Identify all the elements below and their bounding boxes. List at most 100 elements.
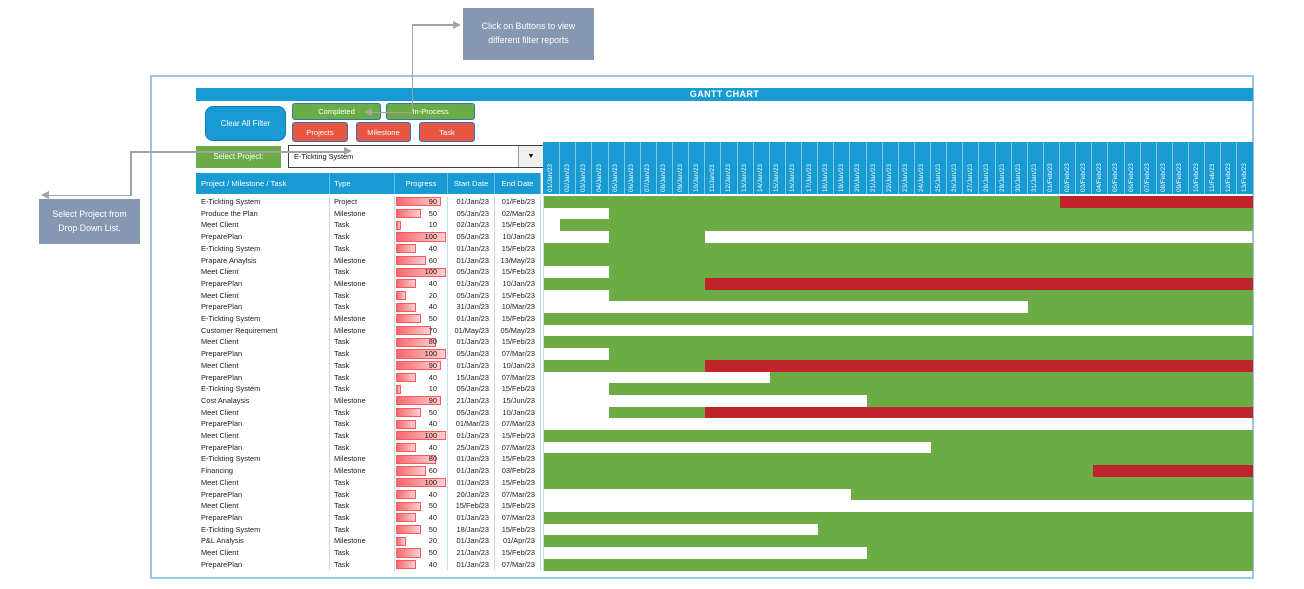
cell-type: Milestone: [330, 453, 395, 466]
header-start-date: Start Date: [448, 173, 495, 194]
cell-start-date: 01/Jan/23: [448, 430, 495, 442]
cell-progress: 100: [395, 266, 448, 278]
progress-data-bar: [396, 524, 421, 535]
progress-data-bar: [396, 466, 426, 476]
cell-end-date: 05/May/23: [495, 324, 541, 337]
date-column-label: 04/Feb/23: [1091, 142, 1107, 194]
cell-end-date: 07/Mar/23: [495, 371, 541, 384]
project-dropdown[interactable]: E-Tickting System ▼: [288, 145, 544, 168]
gantt-bar-green: [544, 535, 1253, 548]
cell-type: Task: [330, 371, 395, 384]
milestone-filter-button[interactable]: Milestone: [356, 122, 411, 142]
cell-name: Meet Client: [196, 289, 330, 302]
cell-progress: 40: [395, 418, 448, 431]
clear-all-filter-button[interactable]: Clear All Filter: [205, 106, 286, 141]
cell-name: PreparePlan: [196, 277, 330, 290]
cell-start-date: 01/Jan/23: [448, 535, 495, 548]
gantt-bar-green: [544, 430, 1253, 442]
cell-name: Meet Client: [196, 430, 330, 442]
table-row: E-Tickting System Task 10 05/Jan/23 15/Feb/2…: [196, 383, 541, 395]
cell-end-date: 15/Feb/23: [495, 383, 541, 395]
cell-end-date: 10/Jan/23: [495, 277, 541, 290]
cell-start-date: 01/Jan/23: [448, 465, 495, 477]
gantt-row: [544, 547, 1253, 559]
cell-start-date: 05/Jan/23: [448, 348, 495, 360]
connector-line: [411, 24, 455, 26]
cell-end-date: 10/Jan/23: [495, 231, 541, 243]
cell-end-date: 15/Feb/23: [495, 289, 541, 302]
cell-progress: 20: [395, 289, 448, 302]
date-column-label: 17/Jan/23: [801, 142, 817, 194]
gantt-row: [544, 500, 1253, 512]
progress-value: 40: [428, 243, 437, 253]
date-column-label: 13/Jan/23: [736, 142, 753, 194]
table-row: PreparePlan Task 40 20/Jan/23 07/Mar/23: [196, 488, 541, 501]
gantt-row: [544, 488, 1253, 501]
header-name: Project / Milestone / Task: [196, 173, 330, 194]
arrow-right-icon: [453, 20, 461, 29]
table-row: E-Tickting System Task 50 18/Jan/23 15/Feb/2…: [196, 523, 541, 536]
completed-filter-button[interactable]: Completed: [292, 103, 381, 120]
arrow-left-icon: [41, 191, 49, 200]
gantt-row: [544, 219, 1253, 232]
cell-type: Task: [330, 430, 395, 442]
cell-name: P&L Analysis: [196, 535, 330, 548]
date-column-label: 03/Feb/23: [1075, 142, 1091, 194]
cell-name: PreparePlan: [196, 418, 330, 431]
table-row: Meet Client Task 100 01/Jan/23 15/Feb/23: [196, 430, 541, 442]
cell-name: E-Tickting System: [196, 383, 330, 395]
table-row: PreparePlan Task 40 01/Jan/23 07/Mar/23: [196, 558, 541, 571]
cell-progress: 20: [395, 535, 448, 548]
date-header: 01/Jan/23 02/Jan/23 03/Jan/23 04/Jan/23 05/J…: [543, 142, 1253, 194]
table-row: Meet Client Task 50 21/Jan/23 15/Feb/23: [196, 547, 541, 559]
progress-data-bar: [396, 337, 436, 347]
cell-type: Task: [330, 242, 395, 255]
arrow-left-icon: [364, 107, 372, 116]
progress-value: 40: [428, 442, 437, 452]
table-row: PreparePlan Task 40 31/Jan/23 10/Mar/23: [196, 301, 541, 314]
progress-data-bar: [396, 501, 421, 511]
cell-start-date: 18/Jan/23: [448, 523, 495, 536]
date-column-label: 15/Jan/23: [768, 142, 785, 194]
progress-value: 50: [428, 208, 437, 218]
cell-start-date: 20/Jan/23: [448, 488, 495, 501]
gantt-row: [544, 453, 1253, 466]
cell-type: Milestone: [330, 254, 395, 267]
cell-name: Customer Requirement: [196, 324, 330, 337]
table-row: E-Tickting System Task 40 01/Jan/23 15/Feb/2…: [196, 242, 541, 255]
date-column-label: 01/Jan/23: [547, 163, 555, 192]
gantt-row: [544, 359, 1253, 372]
connector-line: [411, 24, 413, 113]
progress-value: 50: [428, 501, 437, 511]
cell-progress: 60: [395, 465, 448, 477]
dropdown-button[interactable]: ▼: [518, 146, 543, 167]
connector-line: [46, 194, 131, 197]
projects-filter-button[interactable]: Projects: [292, 122, 348, 142]
date-column-label: 08/Feb/23: [1155, 142, 1172, 194]
cell-end-date: 10/Jan/23: [495, 406, 541, 419]
date-column-label: 27/Jan/23: [962, 142, 978, 194]
cell-type: Task: [330, 336, 395, 349]
connector-line: [130, 151, 132, 196]
gantt-bar-green: [544, 511, 1253, 524]
annotation-left: Select Project from Drop Down List.: [39, 199, 140, 244]
date-column-label: 16/Jan/23: [784, 142, 801, 194]
date-column-label: 05/Feb/23: [1107, 142, 1123, 194]
cell-start-date: 01/Jan/23: [448, 476, 495, 489]
progress-data-bar: [396, 560, 416, 570]
progress-value: 90: [428, 360, 437, 370]
progress-data-bar: [396, 536, 406, 546]
cell-progress: 40: [395, 558, 448, 571]
table-row: PreparePlan Task 40 15/Jan/23 07/Mar/23: [196, 371, 541, 384]
table-row: PreparePlan Task 40 01/Jan/23 07/Mar/23: [196, 511, 541, 524]
in-process-filter-button[interactable]: In-Process: [386, 103, 475, 120]
cell-name: Meet Client: [196, 266, 330, 278]
gantt-row: [544, 406, 1253, 419]
cell-type: Task: [330, 406, 395, 419]
progress-value: 100: [424, 477, 437, 487]
task-filter-button[interactable]: Task: [419, 122, 475, 142]
cell-type: Project: [330, 196, 395, 208]
cell-start-date: 05/Jan/23: [448, 207, 495, 220]
cell-end-date: 07/Mar/23: [495, 418, 541, 431]
progress-value: 40: [428, 278, 437, 288]
